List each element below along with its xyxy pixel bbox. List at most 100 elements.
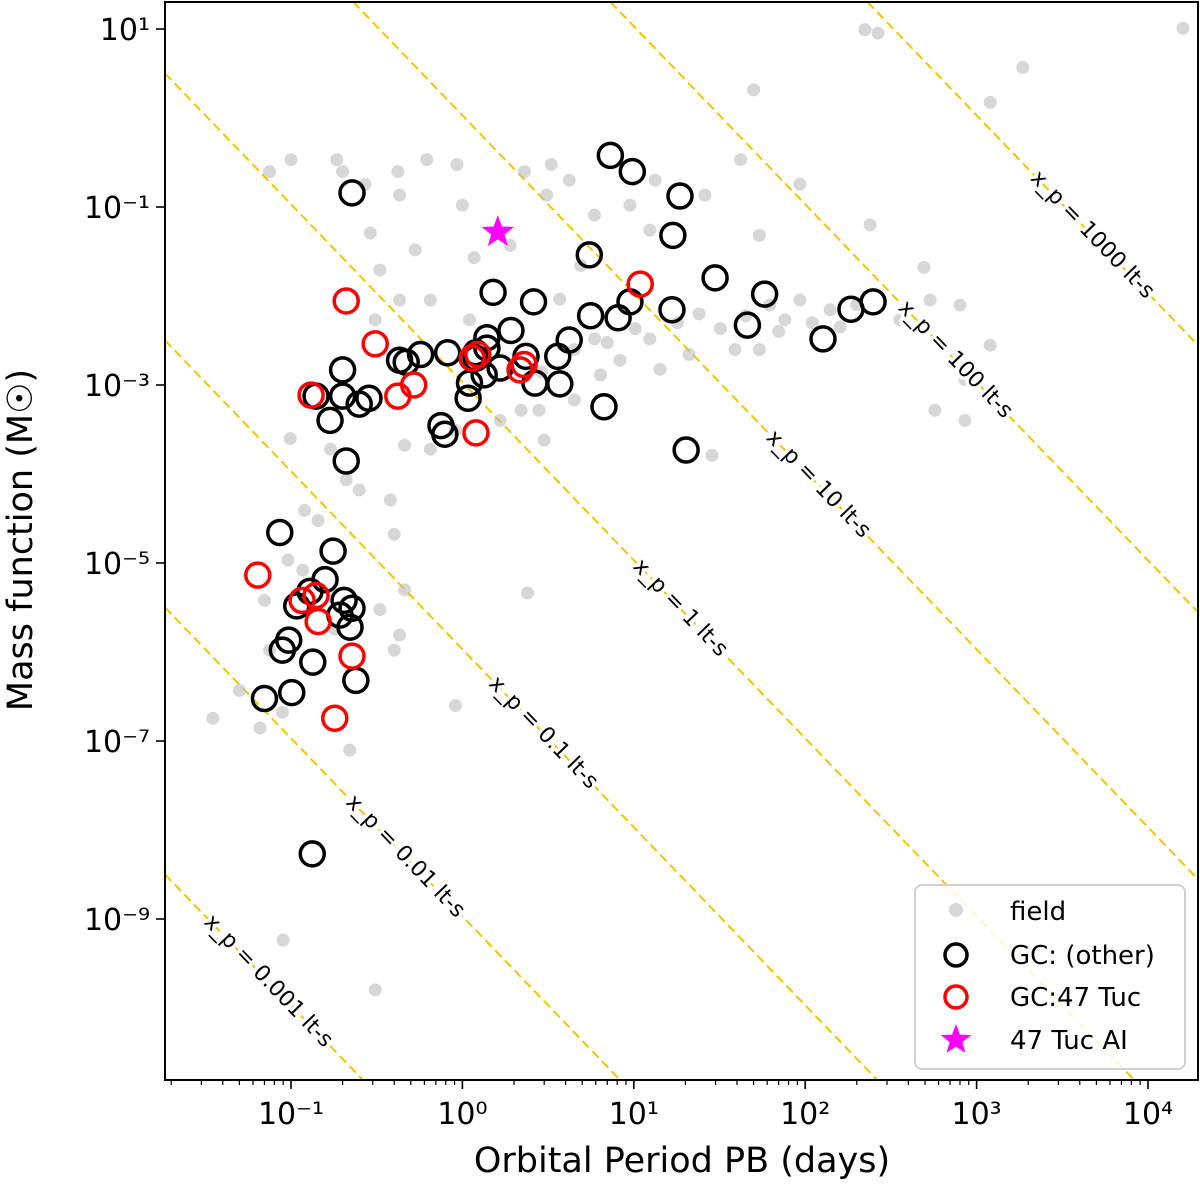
reference-line bbox=[352, 2, 1198, 880]
y-axis-ticks: 10¹ 10⁻¹ 10⁻³ 10⁻⁵ 10⁻⁷ 10⁻⁹ bbox=[84, 13, 165, 938]
reference-line bbox=[165, 339, 878, 1080]
field-point bbox=[253, 721, 267, 735]
gc-other-point bbox=[330, 586, 358, 615]
field-point bbox=[600, 336, 614, 350]
x-tick-label: 10⁴ bbox=[1123, 1097, 1173, 1132]
field-point bbox=[833, 320, 847, 334]
gc-other-point bbox=[479, 278, 507, 307]
star-47tuc-ai-point bbox=[481, 215, 514, 246]
gc-47tuc-point bbox=[297, 381, 325, 409]
field-point bbox=[713, 322, 727, 336]
legend-47tuc-ai-star-marker bbox=[940, 1024, 972, 1053]
field-point bbox=[1176, 21, 1190, 35]
field-point bbox=[682, 348, 696, 362]
field-point bbox=[653, 362, 667, 376]
gc-other-point bbox=[332, 447, 360, 475]
legend-field-label: field bbox=[1010, 897, 1066, 927]
field-point bbox=[339, 473, 353, 487]
gc-other-point bbox=[701, 264, 729, 292]
field-point bbox=[503, 238, 517, 252]
gc-other-point bbox=[316, 406, 344, 435]
field-point bbox=[537, 433, 551, 447]
field-point bbox=[521, 586, 535, 600]
legend-gc-47tuc-label: GC:47 Tuc bbox=[1010, 983, 1141, 1013]
field-point bbox=[514, 403, 528, 417]
field-point bbox=[311, 514, 325, 528]
y-tick-label: 10⁻¹ bbox=[84, 191, 150, 226]
field-point bbox=[275, 705, 289, 719]
gc-other-point bbox=[555, 326, 583, 354]
gc-other-point bbox=[596, 141, 625, 170]
gc-other-point bbox=[338, 179, 366, 207]
field-point bbox=[462, 313, 476, 327]
field-point bbox=[805, 316, 819, 330]
field-point bbox=[544, 158, 558, 172]
gc-other-point bbox=[672, 436, 700, 464]
y-axis-label: Mass function (M☉) bbox=[1, 369, 41, 711]
gc-47tuc-point bbox=[361, 330, 389, 358]
field-point bbox=[323, 442, 337, 456]
gc-other-point bbox=[250, 684, 279, 713]
plot-frame bbox=[164, 1, 1199, 1081]
gc-other-point bbox=[266, 518, 294, 547]
gc-47tuc-point bbox=[338, 642, 366, 670]
field-point bbox=[747, 83, 761, 97]
field-point bbox=[983, 95, 997, 109]
gc-other-point bbox=[733, 311, 762, 339]
gc-other-point bbox=[575, 241, 604, 269]
field-point bbox=[232, 683, 246, 697]
field-point bbox=[793, 177, 807, 191]
field-point bbox=[517, 165, 531, 179]
field-point bbox=[281, 553, 295, 567]
reference-line bbox=[165, 873, 364, 1080]
field-point bbox=[648, 173, 662, 187]
legend-47tuc-ai-label: 47 Tuc AI bbox=[1010, 1026, 1128, 1056]
field-point bbox=[283, 432, 297, 446]
field-point bbox=[928, 403, 942, 417]
field-point bbox=[296, 563, 310, 577]
y-tick-label: 10¹ bbox=[100, 13, 150, 48]
gc-47tuc-point bbox=[332, 287, 360, 315]
field-point bbox=[387, 643, 401, 657]
gc-47tuc-point bbox=[288, 586, 316, 615]
field-point bbox=[540, 188, 554, 202]
gc-47tuc-point bbox=[458, 344, 486, 372]
field-point bbox=[613, 353, 627, 367]
field-point bbox=[408, 243, 422, 257]
reference-line bbox=[165, 606, 621, 1080]
field-point bbox=[206, 711, 220, 725]
gc-other-point bbox=[299, 648, 327, 676]
gc-other-point bbox=[319, 537, 347, 565]
field-point bbox=[398, 438, 412, 452]
field-point bbox=[391, 165, 405, 179]
gc-other-point bbox=[298, 840, 326, 868]
field-point bbox=[393, 188, 407, 202]
field-point bbox=[276, 933, 290, 947]
field-point bbox=[373, 263, 387, 277]
field-point bbox=[628, 322, 642, 336]
field-point bbox=[567, 393, 581, 407]
field-point bbox=[858, 23, 872, 37]
gc-other-point bbox=[590, 392, 618, 421]
gc-other-point bbox=[750, 280, 779, 308]
field-point bbox=[393, 293, 407, 307]
field-point bbox=[562, 173, 576, 187]
x-tick-label: 10⁰ bbox=[437, 1097, 487, 1132]
field-point bbox=[734, 153, 748, 167]
gc-other-point bbox=[336, 613, 364, 641]
legend-field-marker bbox=[949, 903, 963, 917]
gc-47tuc-point bbox=[302, 581, 330, 610]
gc-other-point bbox=[519, 288, 548, 316]
gc-other-point bbox=[328, 382, 357, 410]
x-axis-label: Orbital Period PB (days) bbox=[474, 1141, 890, 1181]
gc-other-point bbox=[431, 420, 459, 448]
field-point bbox=[623, 198, 637, 212]
field-point bbox=[383, 493, 397, 507]
legend-gc-other-marker bbox=[943, 942, 969, 968]
reference-line bbox=[866, 2, 1198, 346]
y-tick-label: 10⁻⁷ bbox=[84, 725, 150, 760]
gc-other-point bbox=[618, 157, 647, 186]
gc-other-point bbox=[666, 182, 694, 210]
field-point bbox=[588, 208, 602, 222]
